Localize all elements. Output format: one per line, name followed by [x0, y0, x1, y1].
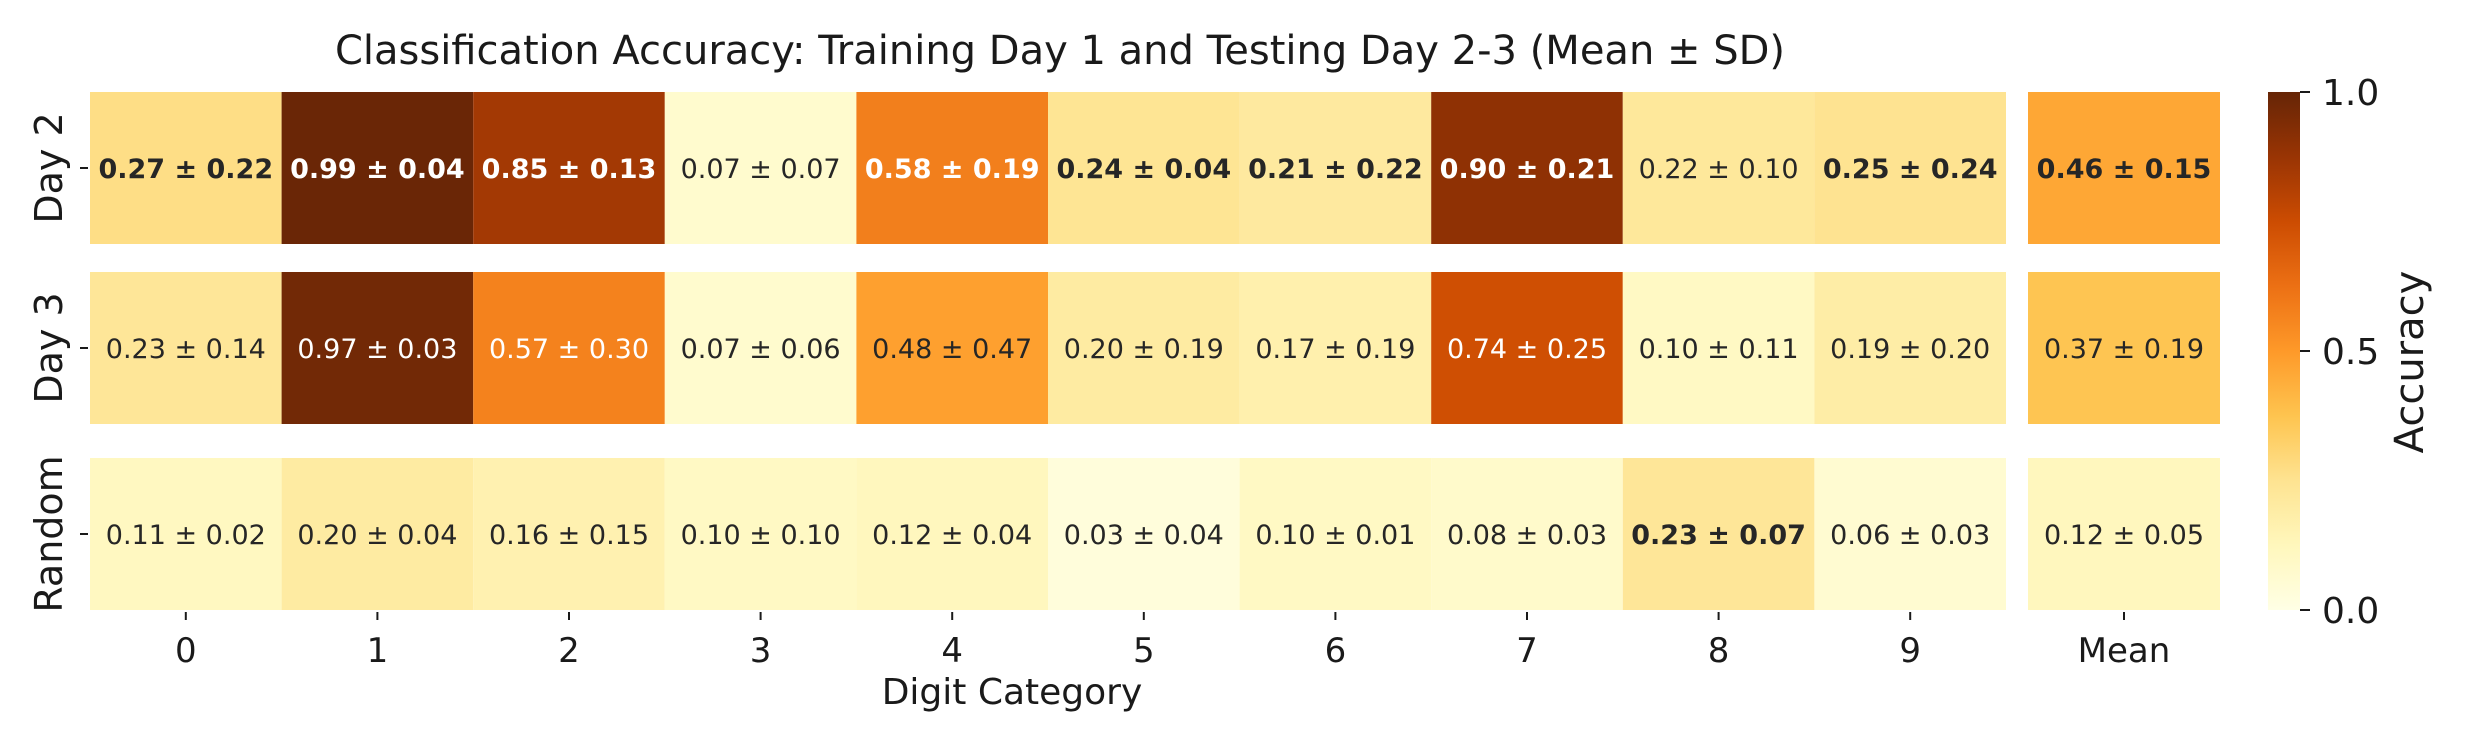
cell-label-2-0: 0.11 ± 0.02	[106, 520, 266, 551]
colorbar-tick-label: 0.0	[2322, 591, 2379, 632]
heatmap-cell-0-mean	[2028, 92, 2220, 244]
column-label: 6	[1325, 631, 1347, 671]
column-label: 7	[1516, 631, 1538, 671]
cell-label-0-3: 0.07 ± 0.07	[681, 154, 841, 185]
colorbar-tick-label: 1.0	[2322, 73, 2379, 114]
heatmap-cell-0-5	[1048, 92, 1240, 244]
row-label: Day 3	[27, 292, 71, 403]
column-label: 1	[367, 631, 389, 671]
heatmap-cell-2-4	[856, 458, 1048, 610]
row-labels: Day 2 Day 3 Random	[27, 112, 88, 613]
heatmap-cell-0-0	[90, 92, 282, 244]
cell-label-2-8: 0.23 ± 0.07	[1631, 520, 1806, 551]
heatmap-cell-0-3	[664, 92, 857, 244]
cell-label-2-6: 0.10 ± 0.01	[1255, 520, 1415, 551]
cell-label-2-3: 0.10 ± 0.10	[681, 520, 841, 551]
heatmap-cell-0-2	[473, 92, 665, 244]
cell-label-0-0: 0.27 ± 0.22	[98, 154, 273, 185]
heatmap-cell-0-9	[1814, 92, 2006, 244]
heatmap-cell-1-4	[856, 272, 1048, 424]
heatmap-cell-2-1	[281, 458, 474, 610]
column-label: Mean	[2078, 631, 2171, 671]
heatmap-cell-0-8	[1622, 92, 1815, 244]
chart-title: Classification Accuracy: Training Day 1 …	[335, 28, 1785, 74]
column-label: 5	[1133, 631, 1155, 671]
cell-label-1-5: 0.20 ± 0.19	[1064, 334, 1224, 365]
heatmap-cell-1-8	[1622, 272, 1815, 424]
heatmap-cell-2-3	[664, 458, 857, 610]
heatmap-cell-0-6	[1239, 92, 1432, 244]
heatmap-cell-0-7	[1431, 92, 1623, 244]
cell-label-0-1: 0.99 ± 0.04	[290, 154, 465, 185]
heatmap-cell-2-mean	[2028, 458, 2220, 610]
cell-label-0-4: 0.58 ± 0.19	[865, 154, 1040, 185]
cell-label-0-9: 0.25 ± 0.24	[1823, 154, 1998, 185]
column-label: 9	[1899, 631, 1921, 671]
colorbar-ticks: 0.0 0.5 1.0	[2300, 73, 2379, 632]
heatmap-cell-1-6	[1239, 272, 1432, 424]
cell-label-1-1: 0.97 ± 0.03	[297, 334, 457, 365]
cell-label-1-9: 0.19 ± 0.20	[1830, 334, 1990, 365]
heatmap-cell-1-1	[281, 272, 474, 424]
heatmap-cell-0-1	[281, 92, 474, 244]
colorbar-gradient	[2268, 92, 2300, 610]
heatmap-cell-2-2	[473, 458, 665, 610]
cell-label-1-4: 0.48 ± 0.47	[872, 334, 1032, 365]
cell-label-2-2: 0.16 ± 0.15	[489, 520, 649, 551]
heatmap-cell-2-7	[1431, 458, 1623, 610]
cell-label-2-7: 0.08 ± 0.03	[1447, 520, 1607, 551]
cell-label-1-7: 0.74 ± 0.25	[1447, 334, 1607, 365]
column-labels: 0 1 2 3 4 5 6 7 8 9 Mean	[175, 612, 2170, 671]
cell-label-0-mean: 0.46 ± 0.15	[2037, 154, 2212, 185]
cell-label-1-6: 0.17 ± 0.19	[1255, 334, 1415, 365]
heatmap-cell-2-5	[1048, 458, 1240, 610]
cell-label-2-4: 0.12 ± 0.04	[872, 520, 1032, 551]
cell-label-1-3: 0.07 ± 0.06	[681, 334, 841, 365]
cell-label-1-2: 0.57 ± 0.30	[489, 334, 649, 365]
column-label: 0	[175, 631, 197, 671]
colorbar-label: Accuracy	[2387, 271, 2433, 454]
heatmap-cell-1-3	[664, 272, 857, 424]
cell-label-2-1: 0.20 ± 0.04	[297, 520, 457, 551]
cell-label-1-mean: 0.37 ± 0.19	[2044, 334, 2204, 365]
cell-label-1-8: 0.10 ± 0.11	[1639, 334, 1799, 365]
cell-label-0-6: 0.21 ± 0.22	[1248, 154, 1423, 185]
cell-label-2-5: 0.03 ± 0.04	[1064, 520, 1224, 551]
heatmap-cell-0-4	[856, 92, 1048, 244]
heatmap-cell-1-mean	[2028, 272, 2220, 424]
heatmap-cell-2-0	[90, 458, 282, 610]
heatmap-cell-2-9	[1814, 458, 2006, 610]
heatmap-cell-2-6	[1239, 458, 1432, 610]
heatmap-cell-1-7	[1431, 272, 1623, 424]
heatmap-cell-1-5	[1048, 272, 1240, 424]
column-label: 8	[1708, 631, 1730, 671]
cell-label-0-2: 0.85 ± 0.13	[482, 154, 657, 185]
heatmap-cell-2-8	[1622, 458, 1815, 610]
column-label: 3	[750, 631, 772, 671]
cell-label-0-8: 0.22 ± 0.10	[1639, 154, 1799, 185]
cell-label-2-9: 0.06 ± 0.03	[1830, 520, 1990, 551]
heatmap-cell-1-9	[1814, 272, 2006, 424]
heatmap-cell-1-2	[473, 272, 665, 424]
cell-label-0-5: 0.24 ± 0.04	[1056, 154, 1231, 185]
heatmap-cells: 0.27 ± 0.22 0.99 ± 0.04 0.85 ± 0.13 0.07 ± …	[90, 92, 2220, 610]
heatmap-cell-1-0	[90, 272, 282, 424]
cell-label-0-7: 0.90 ± 0.21	[1440, 154, 1615, 185]
column-label: 4	[941, 631, 963, 671]
cell-label-1-0: 0.23 ± 0.14	[106, 334, 266, 365]
colorbar-tick-label: 0.5	[2322, 332, 2379, 373]
cell-label-2-mean: 0.12 ± 0.05	[2044, 520, 2204, 551]
row-label: Day 2	[27, 112, 71, 223]
x-axis-label: Digit Category	[882, 672, 1143, 713]
row-label: Random	[27, 455, 71, 612]
column-label: 2	[558, 631, 580, 671]
colorbar: 0.0 0.5 1.0 Accuracy	[2268, 73, 2433, 632]
